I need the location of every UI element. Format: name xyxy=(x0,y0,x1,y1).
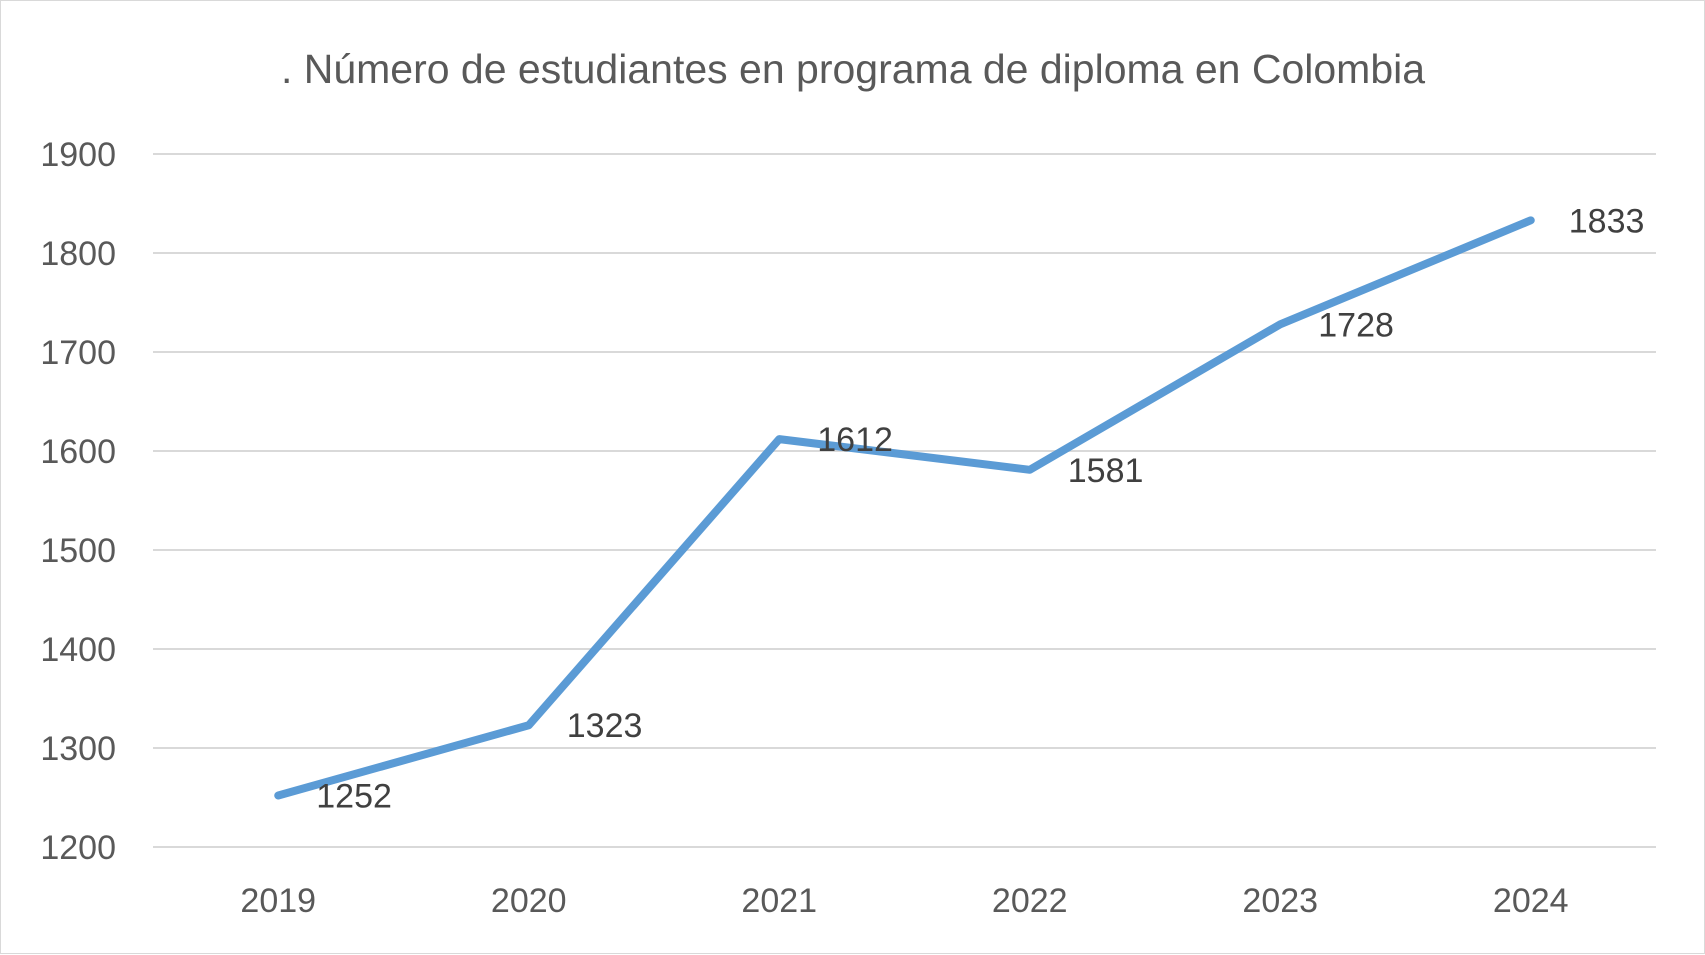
data-point xyxy=(276,793,281,798)
x-tick-label: 2024 xyxy=(1493,882,1569,920)
y-tick-label: 1700 xyxy=(40,334,116,372)
data-label: 1833 xyxy=(1569,202,1645,240)
x-tick-label: 2022 xyxy=(992,882,1068,920)
data-label: 1323 xyxy=(567,707,643,745)
y-tick-label: 1200 xyxy=(40,829,116,867)
data-label: 1252 xyxy=(316,778,392,816)
y-axis-tick-labels: 1200 1300 1400 1500 1600 1700 1800 1900 xyxy=(40,136,116,867)
data-point xyxy=(526,723,531,728)
data-point xyxy=(777,437,782,442)
x-tick-label: 2019 xyxy=(240,882,316,920)
x-tick-label: 2021 xyxy=(741,882,817,920)
y-tick-label: 1400 xyxy=(40,631,116,669)
y-tick-label: 1900 xyxy=(40,136,116,174)
data-label: 1581 xyxy=(1068,452,1144,490)
y-tick-label: 1300 xyxy=(40,730,116,768)
y-tick-label: 1500 xyxy=(40,532,116,570)
chart-title: . Número de estudiantes en programa de d… xyxy=(281,46,1425,92)
data-point xyxy=(1027,467,1032,472)
series-layer xyxy=(274,216,1535,800)
y-tick-label: 1600 xyxy=(40,433,116,471)
x-axis-tick-labels: 2019 2020 2021 2022 2023 2024 xyxy=(240,882,1568,920)
data-label: 1728 xyxy=(1318,306,1394,344)
data-label: 1612 xyxy=(817,421,893,459)
x-tick-label: 2023 xyxy=(1242,882,1318,920)
data-point xyxy=(1528,218,1533,223)
series-line xyxy=(274,216,1535,800)
y-tick-label: 1800 xyxy=(40,235,116,273)
data-point xyxy=(1278,322,1283,327)
x-tick-label: 2020 xyxy=(491,882,567,920)
data-labels: 1252 1323 1612 1581 1728 1833 xyxy=(316,202,1644,815)
